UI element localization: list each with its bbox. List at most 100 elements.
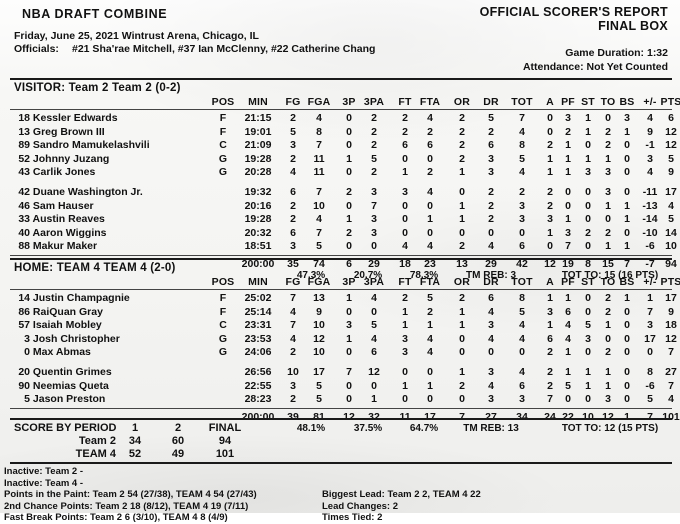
player-row[interactable]: 18 Kessler Edwards F 21:15 2 4 0 2 2 4 2 5 7 0 3 1 0 3 4 6	[0, 112, 680, 125]
cell-tpa: 2	[371, 139, 377, 152]
cell-pf: 3	[565, 112, 571, 124]
cell-fga: 4	[316, 112, 322, 124]
cell-pf: 0	[565, 186, 571, 198]
cell-or: 1	[459, 166, 465, 179]
cell-bs: 0	[624, 166, 630, 179]
cell-bs: 0	[624, 332, 630, 345]
cell-fta: 4	[427, 112, 433, 124]
cell-fta: 6	[427, 139, 433, 152]
cell-fg: 3	[290, 379, 296, 392]
cell-total-min: 200:00	[241, 258, 275, 270]
player-number: 42	[18, 186, 30, 198]
player-row[interactable]: 40 Aaron Wiggins 20:32 6 7 2 3 0 0 0 0 0 1 3 2 2 0 -10 14	[0, 227, 680, 240]
cell-min: 19:28	[244, 213, 272, 226]
sbp-team-name: TEAM 4	[75, 448, 116, 460]
cell-st: 1	[585, 379, 591, 392]
cell-pf: 1	[565, 213, 571, 226]
player-name: 42 Duane Washington Jr.	[14, 186, 142, 198]
cell-min: 19:01	[244, 125, 272, 138]
player-row[interactable]: 46 Sam Hauser 20:16 2 10 0 7 0 0 1 2 3 2 0 0 1 1 -13 4	[0, 200, 680, 213]
cell-to: 1	[605, 379, 611, 392]
cell-to: 0	[605, 112, 611, 124]
cell-fga: 17	[313, 366, 325, 378]
cell-tpa: 0	[371, 379, 377, 392]
cell-tp: 2	[346, 226, 352, 239]
player-row[interactable]: 88 Makur Maker 18:51 3 5 0 0 4 4 2 4 6 0 7 0 1 1 -6 10	[0, 240, 680, 253]
cell-fg: 7	[290, 292, 296, 304]
cell-tot: 2	[519, 186, 525, 198]
tot-to: TOT TO: 15 (16 PTS)	[561, 270, 659, 281]
player-name: 86 RaiQuan Gray	[14, 306, 103, 318]
cell-pf: 7	[565, 240, 571, 253]
player-number: 20	[18, 366, 30, 378]
cell-fg: 2	[290, 112, 296, 124]
player-row[interactable]: 14 Justin Champagnie F 25:02 7 13 1 4 2 5 2 6 8 1 1 0 2…	[0, 292, 680, 305]
officials-value: #21 Sha'rae Mitchell, #37 Ian McClenny, …	[72, 43, 376, 55]
cell-pm: 0	[647, 346, 653, 359]
sbp-final: 94	[218, 435, 232, 447]
cell-pm: 4	[647, 166, 653, 179]
cell-pts: 12	[665, 332, 677, 345]
cell-to: 1	[605, 199, 611, 212]
cell-tot-header: TOT	[511, 276, 533, 288]
player-name: 3 Josh Christopher	[14, 333, 120, 345]
cell-a-header: A	[546, 96, 554, 108]
cell-bs: 0	[624, 139, 630, 152]
player-row[interactable]: 0 Max Abmas G 24:06 2 10 0 6 3 4 0 0 0 2 1 0 2 0 0 7	[0, 346, 680, 359]
player-row[interactable]: 42 Duane Washington Jr. 19:32 6 7 2 3 3 4 0 2 2 2 0 0…	[0, 186, 680, 199]
fg-pct: 47.3%	[296, 270, 326, 281]
cell-fta-header: FTA	[419, 276, 441, 288]
cell-a: 2	[547, 346, 553, 359]
cell-min-header: MIN	[248, 96, 268, 108]
cell-ft: 3	[402, 186, 408, 198]
cell-tot: 4	[519, 366, 525, 378]
cell-to: 2	[605, 292, 611, 304]
cell-fga: 11	[313, 152, 325, 165]
player-row[interactable]: 20 Quentin Grimes 26:56 10 17 7 12 0 0 1 3 4 2 1 1 1 0 8…	[0, 366, 680, 379]
cell-pos-header: POS	[211, 96, 235, 108]
cell-total-pm: -7	[645, 258, 655, 270]
cell-tpa: 3	[371, 213, 377, 226]
score-by-period-title: SCORE BY PERIOD	[14, 422, 117, 434]
cell-dr: 3	[488, 366, 494, 378]
cell-tot: 6	[519, 379, 525, 392]
player-row[interactable]: 89 Sandro Mamukelashvili C 21:09 3 7 0 2 6 6 2 6 8 2…	[0, 139, 680, 152]
cell-total-fta: 23	[424, 258, 436, 270]
cell-fg: 3	[290, 139, 296, 152]
player-name: 20 Quentin Grimes	[14, 366, 111, 378]
player-row[interactable]: 86 RaiQuan Gray F 25:14 4 9 0 0 1 2 1 4 5 3 6 0 2 0 7 9	[0, 306, 680, 319]
player-row[interactable]: 43 Carlik Jones G 20:28 4 11 0 2 1 2 1 3 4 1 1 3 3 0 4 9	[0, 166, 680, 179]
cell-dr: 4	[488, 332, 494, 345]
cell-total-pm: 7	[647, 410, 653, 423]
player-row[interactable]: 90 Neemias Queta 22:55 3 5 0 0 1 1 2 4 6 2 5 1 1 0 -6 7	[0, 380, 680, 393]
cell-dr: 3	[488, 319, 494, 332]
3p-pct: 37.5%	[353, 422, 383, 434]
cell-pm: 7	[647, 305, 653, 318]
cell-a: 0	[547, 125, 553, 138]
cell-pf: 1	[565, 346, 571, 359]
player-row[interactable]: 33 Austin Reaves 19:28 2 4 1 3 0 1 1 2 3 3 1 0 0 1 -14 5	[0, 213, 680, 226]
tm-reb: TM REB: 13	[463, 422, 519, 434]
cell-tp: 0	[346, 346, 352, 359]
sbp-p1: 34	[128, 435, 142, 447]
cell-bs: 0	[624, 305, 630, 318]
cell-dr: 2	[488, 125, 494, 138]
player-row[interactable]: 3 Josh Christopher G 23:53 4 12 1 4 3 4 0 4 4 6 4 3 0 0 1…	[0, 333, 680, 346]
cell-min: 26:56	[244, 366, 272, 378]
cell-a: 2	[547, 186, 553, 198]
cell-pos: G	[218, 152, 228, 165]
player-number: 13	[18, 125, 30, 138]
cell-to: 2	[605, 139, 611, 152]
player-row[interactable]: 5 Jason Preston 28:23 2 5 0 1 0 0 0 3 3 7 0 0 3 0 5 4	[0, 393, 680, 406]
cell-st-header: ST	[581, 96, 595, 108]
cell-dr: 4	[488, 305, 494, 318]
cell-fg-header: FG	[285, 276, 301, 288]
cell-total-bs: 7	[624, 258, 630, 270]
player-name: 57 Isaiah Mobley	[14, 319, 101, 331]
player-row[interactable]: 13 Greg Brown III F 19:01 5 8 0 2 2 2 2 2 4 0 2 1 2 1 9 12	[0, 126, 680, 139]
cell-to: 0	[605, 332, 611, 345]
player-row[interactable]: 52 Johnny Juzang G 19:28 2 11 1 5 0 0 2 3 5 1 1 1 1 0 3 5	[0, 153, 680, 166]
player-row[interactable]: 57 Isaiah Mobley C 23:31 7 10 3 5 1 1 1 3 4 1 4 5 1 0 3 18	[0, 319, 680, 332]
cell-tp: 0	[346, 393, 352, 406]
